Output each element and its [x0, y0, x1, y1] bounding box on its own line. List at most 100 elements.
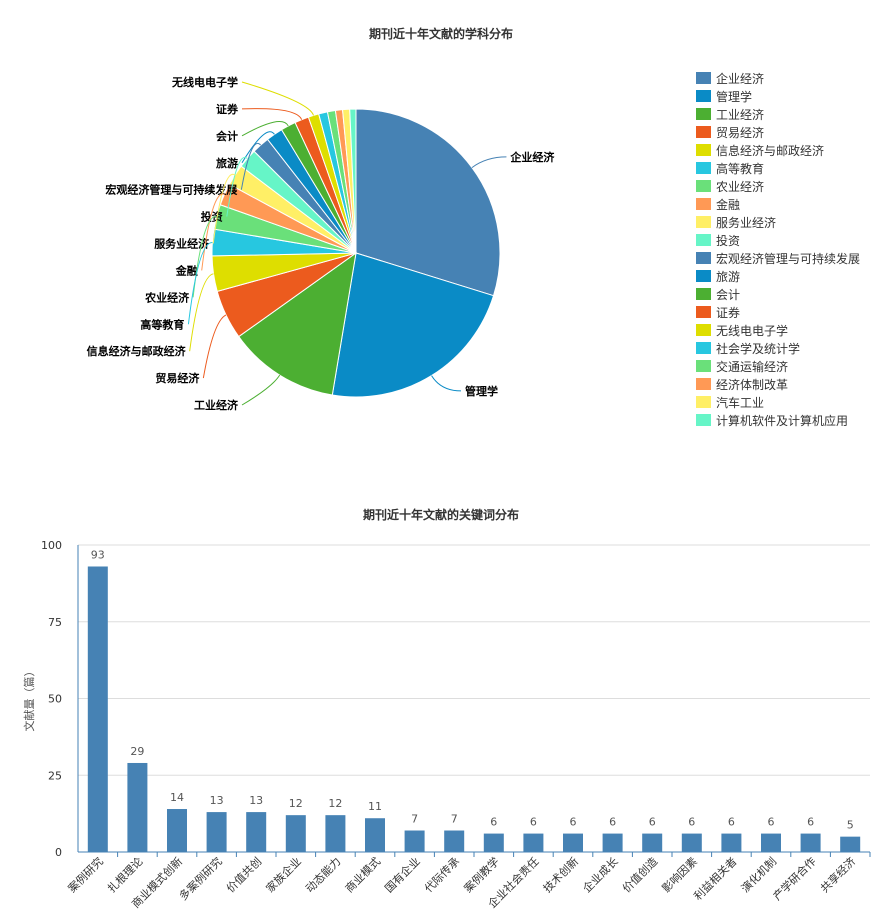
legend-item[interactable]: 旅游 [696, 270, 740, 284]
legend-swatch [696, 180, 711, 192]
bar[interactable] [523, 833, 544, 852]
x-tick-label: 多案例研究 [176, 854, 225, 903]
bar[interactable] [444, 830, 465, 852]
bar[interactable] [761, 833, 781, 852]
pie-slice[interactable] [349, 108, 357, 254]
legend-item[interactable]: 无线电电子学 [696, 323, 788, 338]
bar[interactable] [681, 833, 702, 852]
bar[interactable] [642, 833, 663, 852]
legend-swatch [696, 252, 711, 264]
bar-value-label: 6 [688, 816, 695, 829]
pie-leader-line [202, 314, 227, 379]
pie-slice[interactable] [355, 108, 501, 297]
pie-leader-line [431, 375, 461, 392]
legend-item[interactable]: 工业经济 [696, 107, 764, 122]
legend-item[interactable]: 计算机软件及计算机应用 [696, 413, 848, 428]
legend-label: 证券 [716, 305, 740, 320]
x-tick-label: 家族企业 [263, 854, 304, 895]
legend-item[interactable]: 证券 [696, 305, 740, 320]
legend-item[interactable]: 会计 [696, 288, 740, 302]
bar[interactable] [365, 818, 385, 852]
legend-swatch [696, 414, 711, 426]
legend-item[interactable]: 汽车工业 [696, 395, 764, 410]
legend-item[interactable]: 服务业经济 [696, 215, 776, 230]
x-tick-label: 扎根理论 [105, 854, 146, 895]
bar-value-label: 6 [768, 816, 775, 829]
legend-item[interactable]: 贸易经济 [696, 125, 764, 140]
bar[interactable] [246, 812, 267, 852]
bar[interactable] [840, 836, 861, 852]
bar-value-label: 12 [328, 797, 342, 810]
pie-slice-label: 服务业经济 [154, 237, 210, 251]
legend-item[interactable]: 高等教育 [696, 161, 764, 176]
legend-item[interactable]: 农业经济 [696, 179, 764, 194]
pie-slice-label: 投资 [201, 210, 223, 224]
legend-item[interactable]: 经济体制改革 [696, 377, 788, 392]
x-tick-label: 案例研究 [65, 854, 106, 895]
bar[interactable] [404, 830, 425, 852]
pie-slice-label: 贸易经济 [155, 371, 200, 385]
legend-swatch [696, 126, 711, 138]
legend-item[interactable]: 管理学 [696, 89, 752, 104]
x-tick-label: 企业成长 [580, 854, 621, 895]
legend-item[interactable]: 金融 [696, 197, 740, 212]
pie-slice-label: 旅游 [216, 156, 238, 170]
bar[interactable] [483, 833, 504, 852]
x-tick-label: 动态能力 [303, 854, 344, 895]
pie-slice[interactable] [331, 252, 495, 398]
x-tick-label: 产学研合作 [770, 854, 819, 903]
legend-item[interactable]: 社会学及统计学 [696, 341, 800, 356]
pie-slice-label: 农业经济 [144, 290, 190, 304]
pie-leader-line [212, 173, 236, 244]
bar[interactable] [285, 815, 306, 852]
pie-leader-line [471, 156, 507, 169]
y-tick-label: 75 [48, 616, 62, 629]
bar[interactable] [167, 809, 187, 852]
legend-swatch [696, 144, 711, 156]
x-tick-label: 共享经济 [817, 854, 858, 895]
bar[interactable] [127, 762, 148, 852]
bar[interactable] [87, 566, 108, 852]
legend-item[interactable]: 信息经济与邮政经济 [696, 143, 824, 158]
pie-slice-label: 金融 [175, 263, 198, 277]
pie-slice[interactable] [238, 251, 357, 396]
legend-label: 农业经济 [716, 179, 764, 194]
y-tick-label: 50 [48, 693, 62, 706]
legend-swatch [696, 378, 711, 390]
legend-swatch [696, 324, 711, 336]
legend-label: 金融 [716, 197, 740, 212]
pie-slice-label: 证券 [216, 102, 239, 116]
legend-item[interactable]: 企业经济 [696, 71, 764, 86]
bar-value-label: 29 [130, 745, 144, 758]
pie-slice-label: 高等教育 [140, 317, 184, 331]
bar[interactable] [800, 833, 821, 852]
bar-value-label: 13 [249, 794, 263, 807]
legend-swatch [696, 234, 711, 246]
legend-item[interactable]: 投资 [696, 233, 740, 248]
subject-pie-chart: 期刊近十年文献的学科分布 企业经济管理学无线电电子学证券会计旅游宏观经济管理与可… [87, 26, 860, 428]
bar[interactable] [206, 812, 227, 852]
bar[interactable] [563, 833, 583, 852]
bar[interactable] [721, 833, 742, 852]
x-tick-label: 国有企业 [382, 854, 423, 895]
legend-swatch [696, 108, 711, 120]
bar[interactable] [602, 833, 623, 852]
legend-label: 企业经济 [716, 71, 764, 86]
pie-slice-label: 无线电电子学 [171, 75, 238, 89]
legend-swatch [696, 72, 711, 84]
bar[interactable] [325, 815, 346, 852]
pie-leader-line [241, 121, 289, 137]
pie-leader-line [226, 156, 248, 217]
bar-value-label: 6 [570, 816, 577, 829]
legend-label: 交通运输经济 [716, 359, 788, 374]
legend-item[interactable]: 交通运输经济 [696, 359, 788, 374]
legend-swatch [696, 198, 711, 210]
pie-leader-line [241, 374, 281, 406]
pie-slice-label: 企业经济 [509, 150, 555, 164]
bar-value-label: 12 [289, 797, 303, 810]
legend-item[interactable]: 宏观经济管理与可持续发展 [696, 251, 860, 266]
pie-leader-line [187, 241, 213, 325]
x-tick-label: 利益相关者 [691, 854, 740, 903]
pie-leader-line [240, 143, 262, 190]
x-tick-label: 案例教学 [461, 854, 502, 895]
